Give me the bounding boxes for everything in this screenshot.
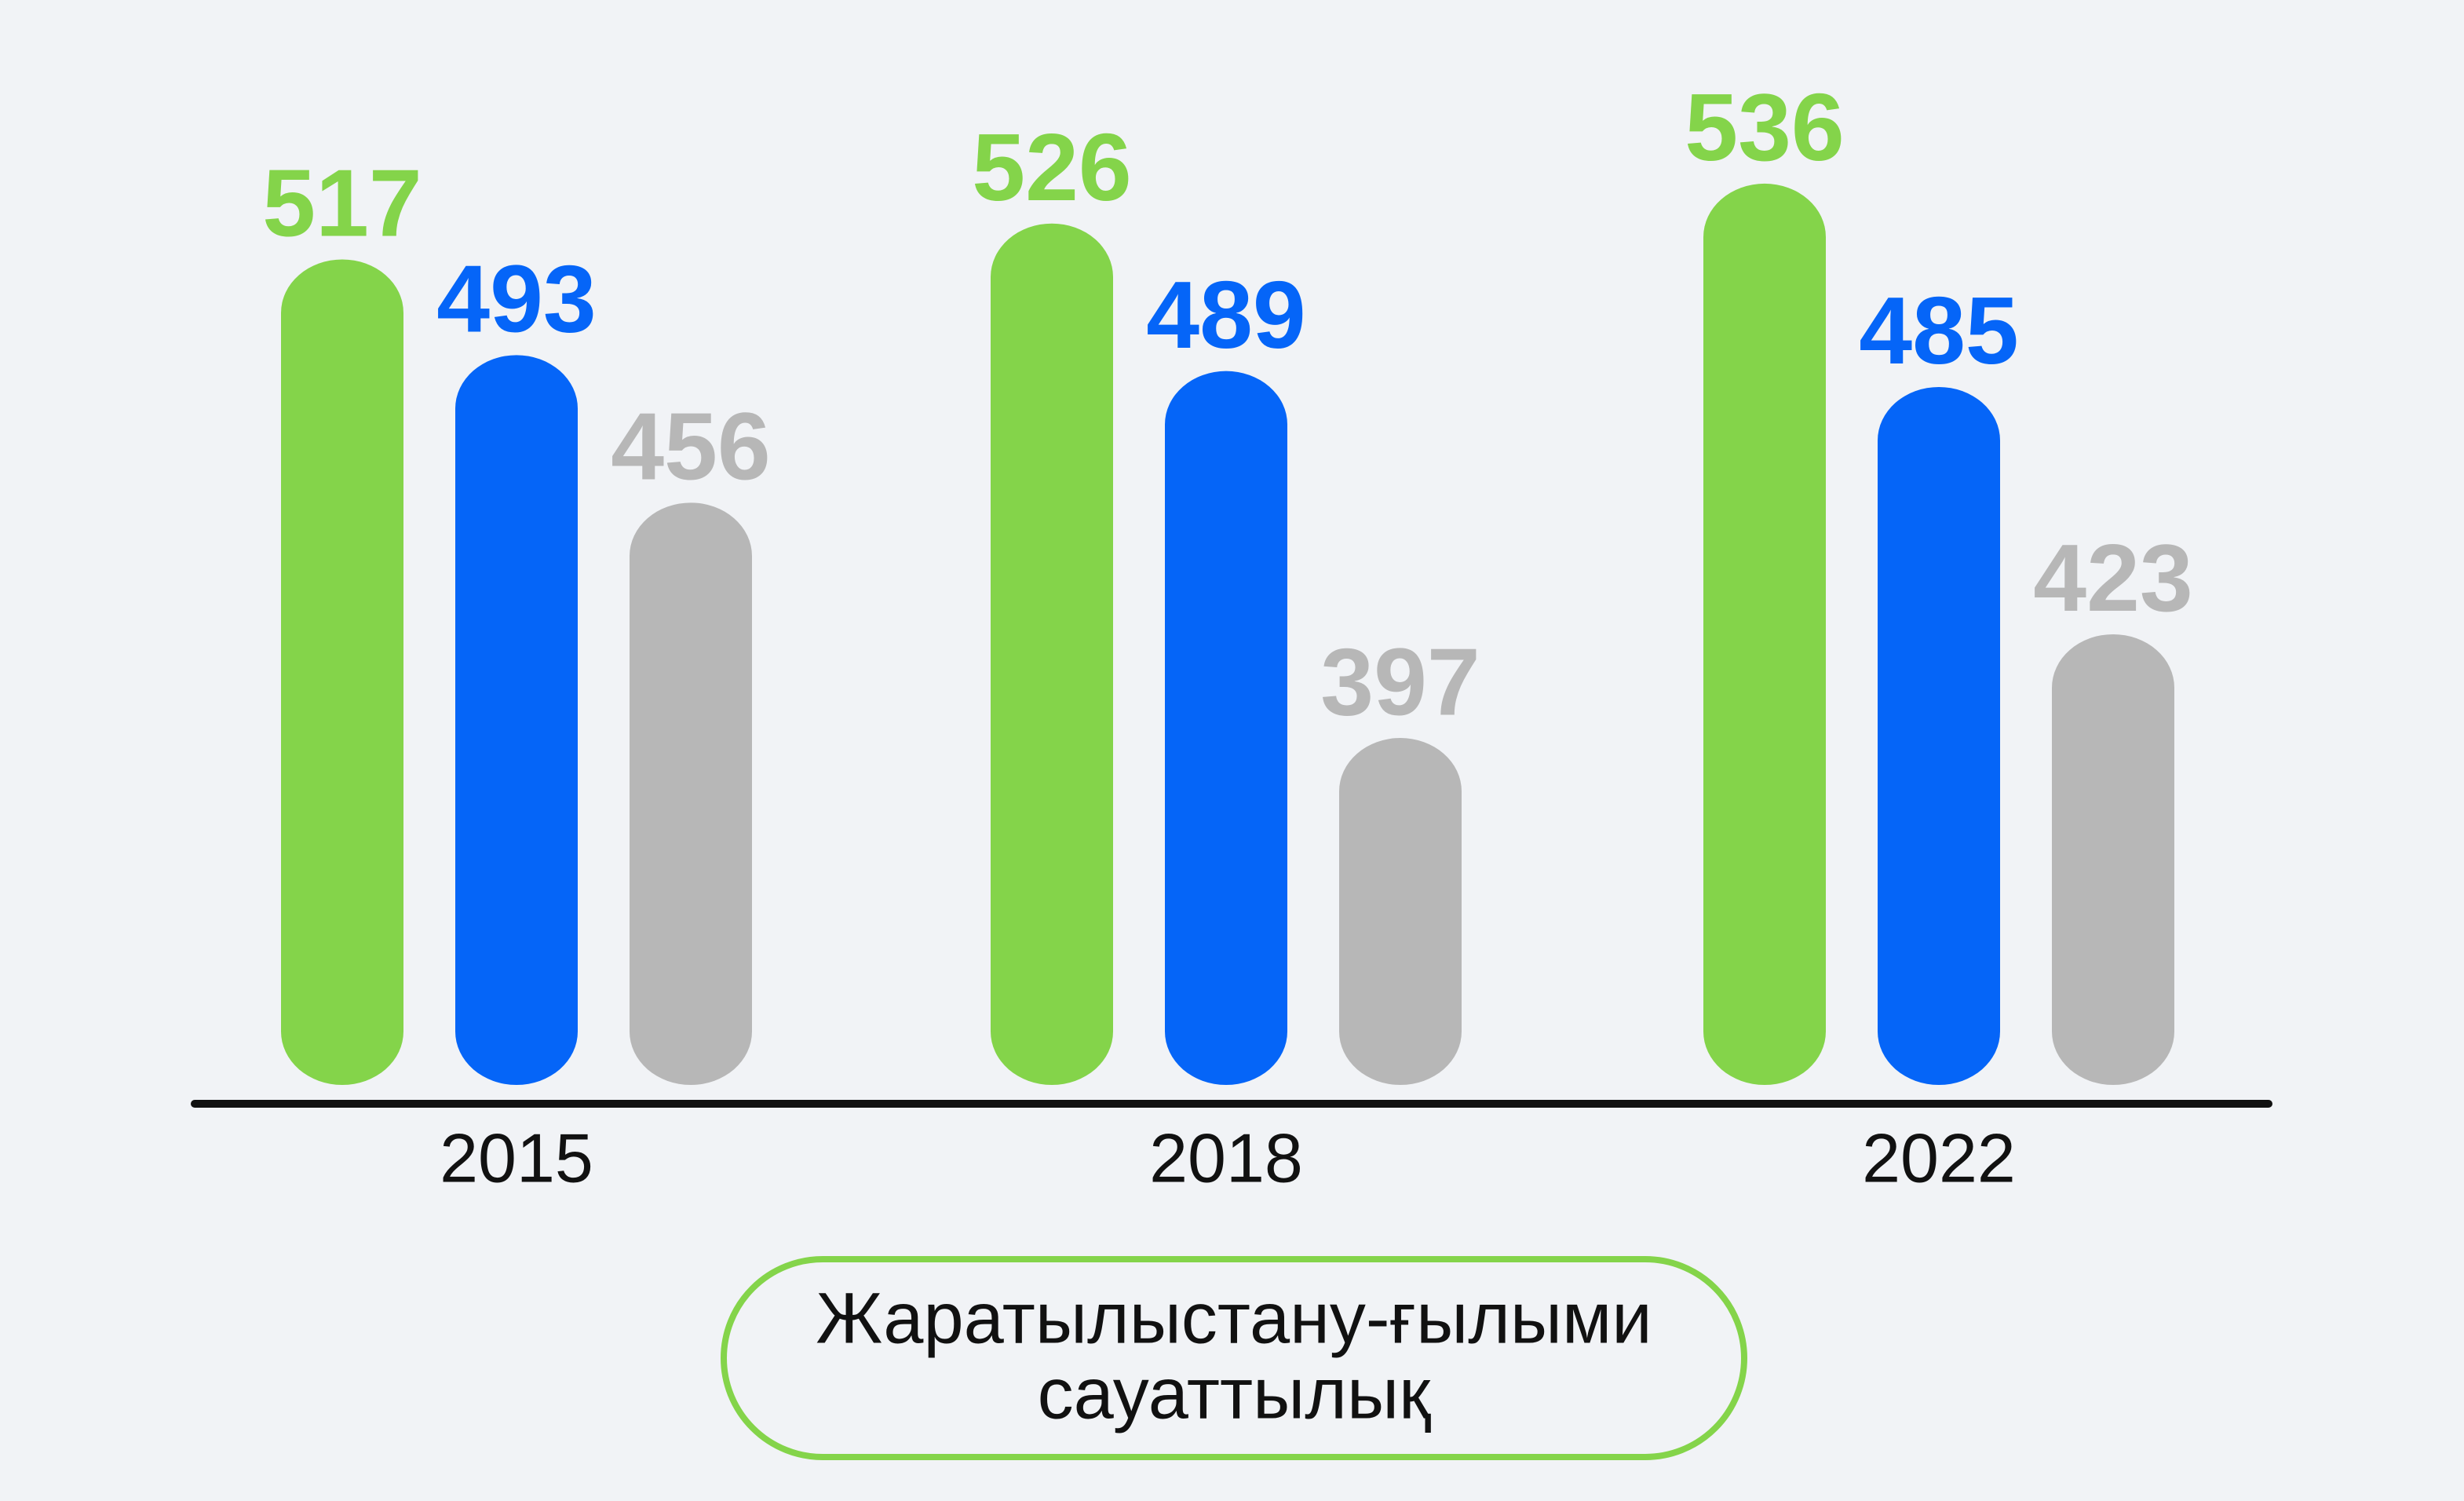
caption-box — [721, 1256, 1747, 1460]
caption-line: сауаттылық — [1038, 1353, 1431, 1433]
value-label: 526 — [972, 114, 1132, 221]
bar — [1165, 371, 1287, 1085]
caption-line: Жаратылыстану-ғылыми — [816, 1278, 1652, 1358]
bar — [2052, 634, 2174, 1085]
value-label: 485 — [1859, 277, 2019, 384]
bar — [991, 223, 1113, 1086]
x-tick-label: 2015 — [440, 1119, 593, 1196]
value-label: 456 — [611, 393, 771, 500]
x-tick-label: 2018 — [1149, 1119, 1303, 1196]
bar — [630, 502, 752, 1085]
x-tick-label: 2022 — [1862, 1119, 2016, 1196]
value-label: 536 — [1685, 74, 1845, 181]
bar — [1878, 387, 2000, 1085]
value-label: 397 — [1320, 628, 1480, 735]
bar — [281, 259, 403, 1086]
value-label: 489 — [1146, 261, 1306, 368]
value-label: 517 — [262, 150, 422, 257]
value-label: 493 — [436, 246, 597, 352]
value-label: 423 — [2033, 524, 2193, 631]
bar — [1703, 183, 1826, 1085]
bar — [455, 355, 578, 1085]
bar — [1339, 738, 1462, 1085]
